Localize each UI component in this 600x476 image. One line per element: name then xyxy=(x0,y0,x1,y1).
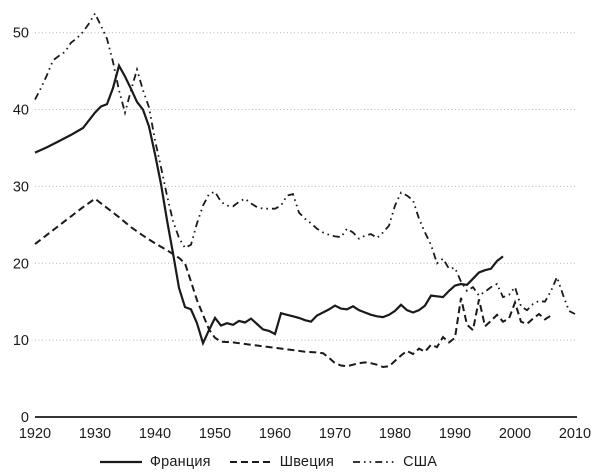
chart-legend: Франция Швеция США xyxy=(0,450,568,474)
legend-label-usa: США xyxy=(403,454,438,470)
x-tick-label-1930: 1930 xyxy=(79,426,111,442)
x-tick-label-1940: 1940 xyxy=(139,426,171,442)
x-tick-label-1980: 1980 xyxy=(379,426,411,442)
y-tick-label-10: 10 xyxy=(13,333,29,349)
legend-item-sweden: Швеция xyxy=(229,454,334,470)
y-tick-label-40: 40 xyxy=(13,103,29,119)
y-tick-label-30: 30 xyxy=(13,179,29,195)
x-tick-label-1990: 1990 xyxy=(439,426,471,442)
x-tick-label-1960: 1960 xyxy=(259,426,291,442)
legend-line-sample-dash-dot xyxy=(353,461,396,463)
x-tick-label-1970: 1970 xyxy=(319,426,351,442)
legend-label-sweden: Швеция xyxy=(279,454,335,470)
legend-item-usa: США xyxy=(352,454,437,470)
series-line-0 xyxy=(34,62,504,347)
x-tick-label-2010: 2010 xyxy=(559,426,591,442)
x-tick-label-1920: 1920 xyxy=(19,426,51,442)
chart-canvas: 0 10 20 30 40 50 1920 1930 1940 1950 1960 1970 1980 1… xyxy=(13,11,591,442)
y-tick-label-20: 20 xyxy=(13,256,29,272)
legend-label-france: Франция xyxy=(149,454,211,470)
legend-line-sample-solid xyxy=(99,460,142,464)
y-tick-label-50: 50 xyxy=(13,26,29,42)
x-tick-label-2000: 2000 xyxy=(499,426,531,442)
series-line-1 xyxy=(34,197,552,369)
x-tick-label-1950: 1950 xyxy=(199,426,231,442)
legend-line-sample-dashed xyxy=(229,461,272,463)
legend-item-france: Франция xyxy=(99,454,211,470)
y-tick-label-0: 0 xyxy=(21,410,29,426)
series-line-2 xyxy=(34,11,576,315)
